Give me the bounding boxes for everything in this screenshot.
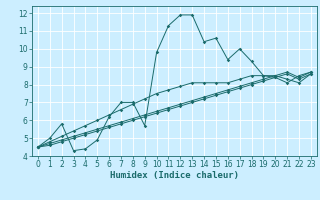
X-axis label: Humidex (Indice chaleur): Humidex (Indice chaleur) xyxy=(110,171,239,180)
